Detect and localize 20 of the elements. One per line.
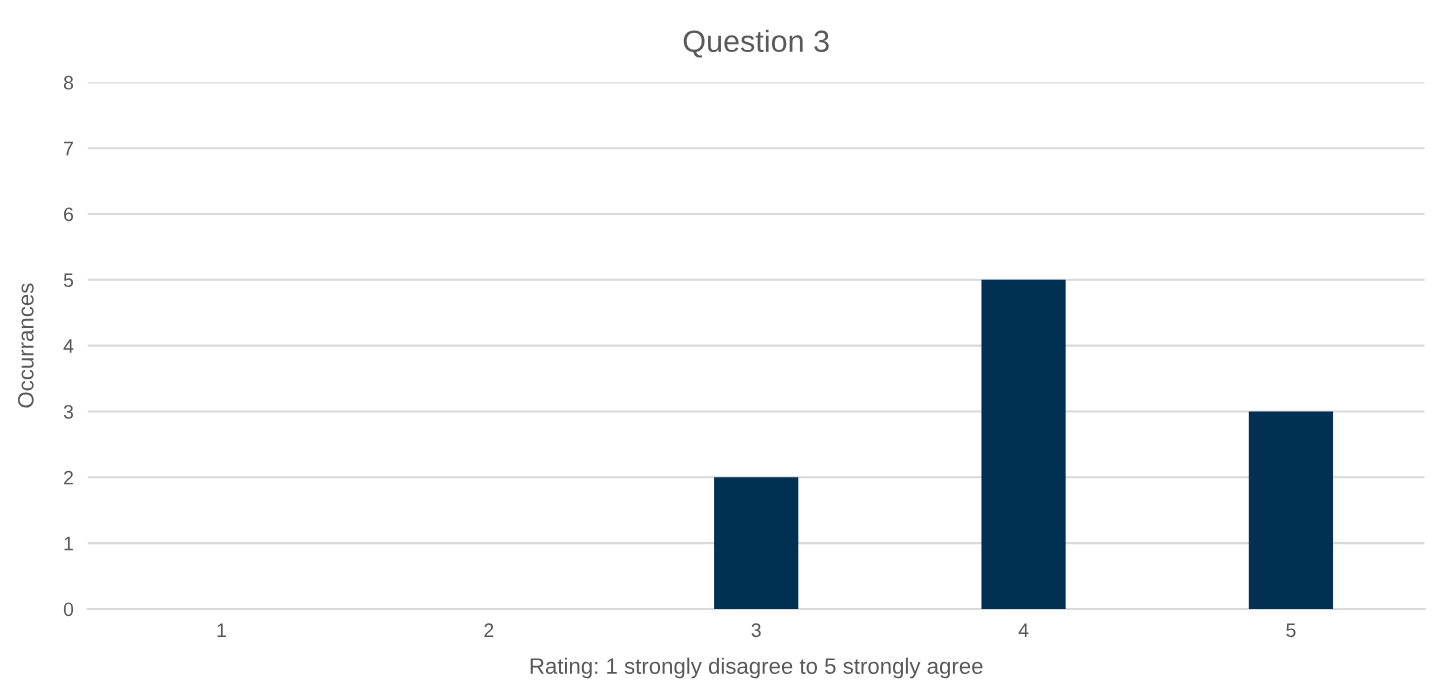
x-tick-label: 4	[1018, 623, 1029, 637]
y-tick-label: 6	[64, 207, 74, 222]
y-tick-label: 3	[63, 404, 74, 419]
y-tick-label: 4	[63, 339, 74, 353]
y-axis-title: Occurrances	[17, 283, 34, 408]
y-tick-label: 5	[63, 273, 74, 288]
y-tick-label: 1	[64, 536, 73, 551]
x-tick-label: 3	[751, 623, 761, 638]
x-tick-label: 2	[484, 623, 494, 637]
x-tick-label: 5	[1286, 623, 1296, 638]
x-tick-label: 1	[217, 623, 226, 637]
bar	[714, 477, 799, 609]
y-tick-label: 8	[63, 75, 74, 90]
chart-title: Question 3	[683, 29, 829, 58]
y-tick-label: 0	[63, 602, 74, 617]
y-tick-label: 7	[64, 141, 73, 156]
y-tick-label: 2	[64, 470, 73, 485]
bar	[981, 279, 1066, 609]
bar	[1248, 411, 1334, 609]
x-axis-title: Rating: 1 strongly disagree to 5 strongly agree	[530, 657, 983, 679]
